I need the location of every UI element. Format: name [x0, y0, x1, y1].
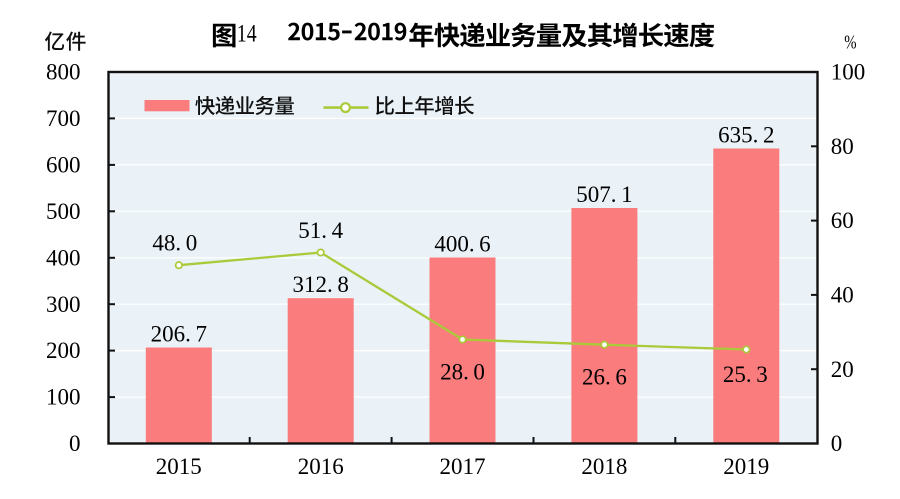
svg-text:507. 1: 507. 1 — [576, 182, 632, 207]
svg-text:400: 400 — [46, 245, 81, 270]
svg-text:700: 700 — [46, 106, 81, 131]
svg-text:%: % — [844, 30, 856, 53]
svg-text:2017: 2017 — [440, 454, 486, 479]
svg-text:800: 800 — [46, 60, 81, 85]
svg-text:2018: 2018 — [581, 454, 627, 479]
svg-text:40: 40 — [831, 283, 854, 308]
svg-text:400. 6: 400. 6 — [434, 232, 490, 257]
svg-text:2016: 2016 — [298, 454, 344, 479]
svg-text:14: 14 — [237, 20, 257, 47]
svg-text:60: 60 — [831, 208, 854, 233]
svg-text:100: 100 — [831, 60, 866, 85]
svg-text:28. 0: 28. 0 — [440, 360, 485, 385]
svg-text:25. 3: 25. 3 — [723, 362, 768, 387]
svg-text:0: 0 — [69, 431, 81, 456]
svg-text:80: 80 — [831, 134, 854, 159]
svg-text:100: 100 — [46, 385, 81, 410]
svg-text:312. 8: 312. 8 — [293, 272, 349, 297]
svg-text:200: 200 — [46, 338, 81, 363]
svg-text:635. 2: 635. 2 — [718, 123, 774, 148]
svg-text:26. 6: 26. 6 — [582, 365, 627, 390]
svg-text:20: 20 — [831, 357, 854, 382]
svg-text:206. 7: 206. 7 — [151, 322, 207, 347]
svg-text:2019: 2019 — [723, 454, 769, 479]
svg-text:600: 600 — [46, 153, 81, 178]
svg-text:51. 4: 51. 4 — [298, 218, 343, 243]
svg-text:48. 0: 48. 0 — [152, 231, 197, 256]
svg-text:0: 0 — [831, 431, 843, 456]
svg-text:2015: 2015 — [156, 454, 202, 479]
svg-text:500: 500 — [46, 199, 81, 224]
svg-text:300: 300 — [46, 292, 81, 317]
